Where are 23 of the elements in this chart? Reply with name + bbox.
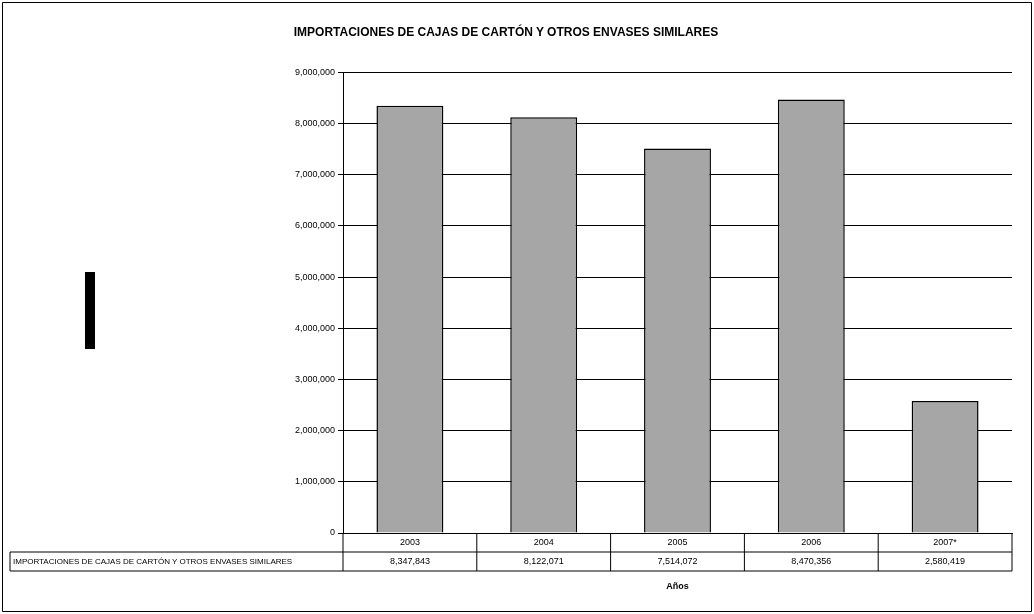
- y-tick-label: 8,000,000: [294, 118, 335, 129]
- y-tick-label: 4,000,000: [294, 322, 335, 333]
- data-label: 8,347,843: [389, 555, 430, 566]
- y-tick-label: 9,000,000: [294, 66, 335, 77]
- data-label: 8,470,356: [791, 555, 832, 566]
- x-tick-label: 2005: [667, 536, 688, 547]
- y-tick-label: 1,000,000: [294, 476, 335, 487]
- x-axis-title: Años: [666, 581, 689, 592]
- x-tick-label: 2006: [801, 536, 822, 547]
- y-tick-label: 6,000,000: [294, 220, 335, 231]
- y-tick-label: 7,000,000: [294, 169, 335, 180]
- data-label: 7,514,072: [657, 555, 698, 566]
- y-tick-label: 2,000,000: [294, 425, 335, 436]
- text: IMPORTACIONES DE CAJAS DE CARTÓN Y OTROS ENVASES SIMILARES: [13, 556, 293, 566]
- y-tick-label: 0: [329, 527, 335, 538]
- x-tick-label: 2003: [399, 536, 420, 547]
- x-tick-label: 2004: [533, 536, 554, 547]
- x-tick-label: 2007*: [933, 536, 958, 547]
- y-tick-label: 5,000,000: [294, 271, 335, 282]
- y-tick-label: 3,000,000: [294, 373, 335, 384]
- chart-title: IMPORTACIONES DE CAJAS DE CARTÓN Y OTROS ENVASES SIMILARES: [293, 23, 719, 39]
- data-label: 2,580,419: [925, 555, 966, 566]
- data-label: 8,122,071: [523, 555, 564, 566]
